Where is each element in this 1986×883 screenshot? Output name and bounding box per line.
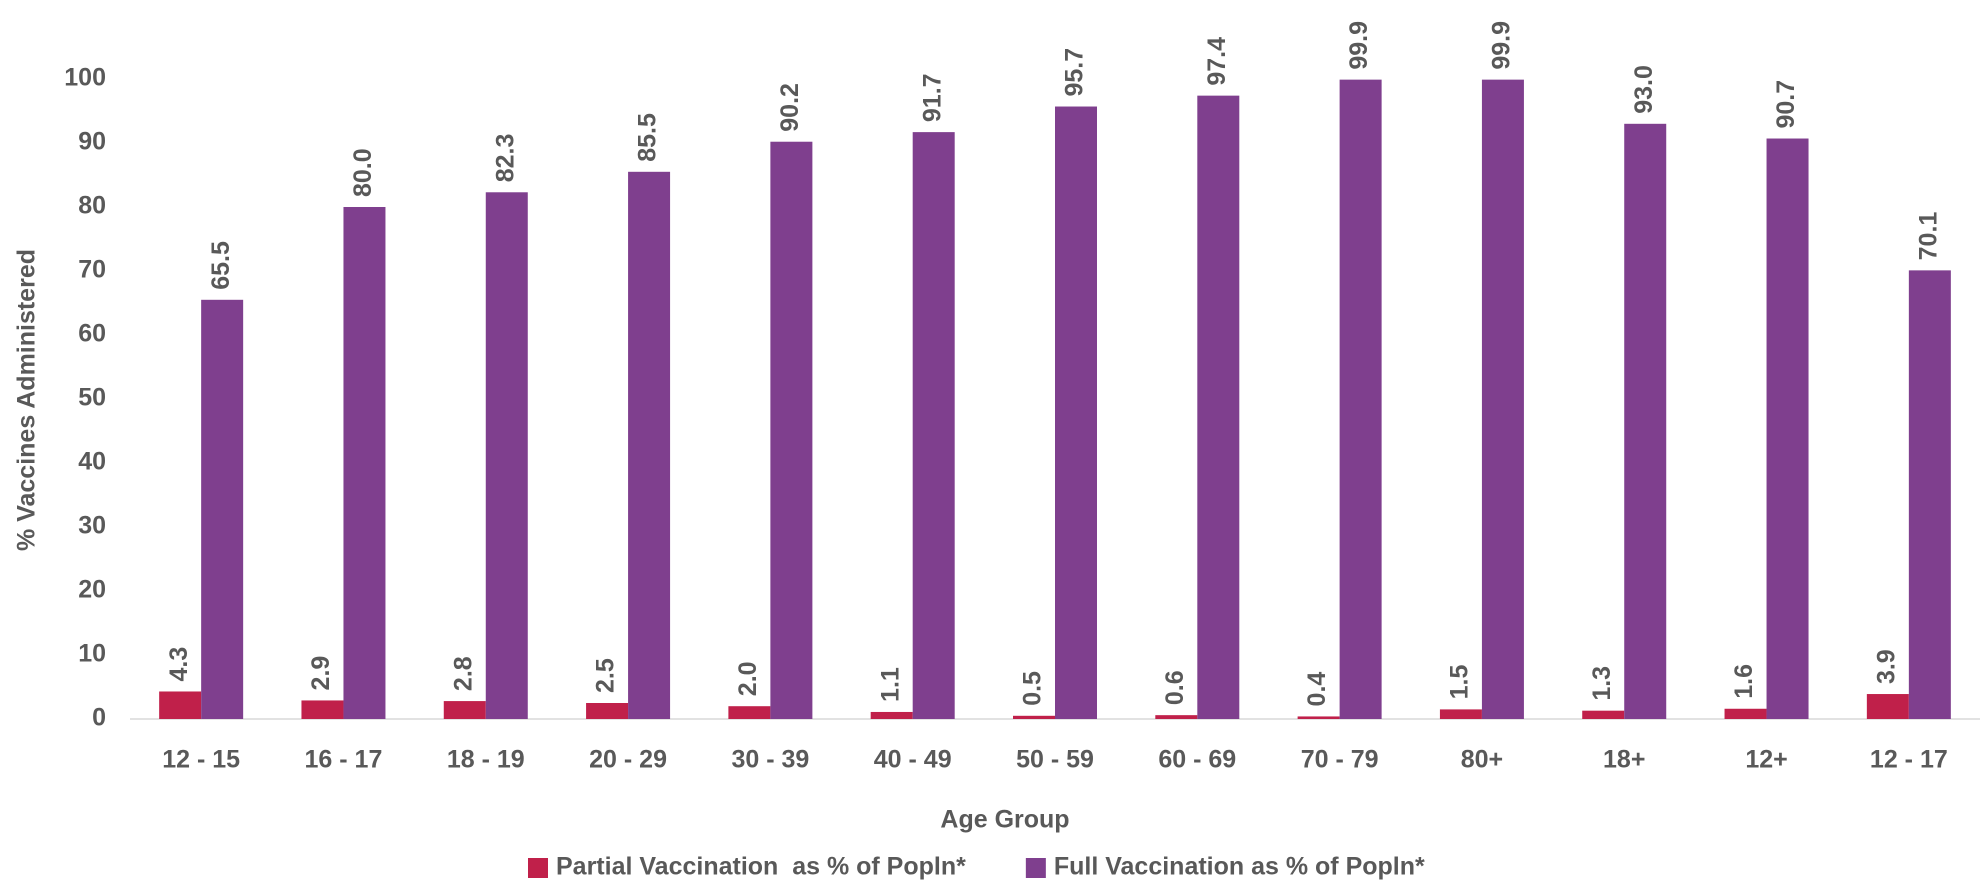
bar [1055, 106, 1097, 719]
legend-swatch [528, 858, 548, 878]
x-tick-label: 16 - 17 [305, 746, 383, 774]
legend-swatch [1025, 858, 1046, 878]
bar [870, 711, 913, 719]
data-label: 2.5 [592, 658, 620, 693]
data-label: 3.9 [1872, 649, 1900, 684]
x-tick-label: 70 - 79 [1301, 746, 1379, 774]
bar [1766, 138, 1809, 719]
data-label: 2.0 [734, 661, 762, 696]
x-tick-label: 12 - 15 [162, 746, 240, 774]
y-tick-label: 0 [92, 704, 106, 732]
data-label: 82.3 [491, 134, 519, 183]
data-label: 91.7 [918, 73, 946, 122]
bar [1624, 123, 1667, 720]
data-label: 0.4 [1303, 672, 1331, 707]
data-label: 1.5 [1446, 665, 1474, 700]
y-tick-label: 90 [78, 128, 106, 156]
data-label: 90.7 [1772, 80, 1800, 129]
data-label: 97.4 [1203, 37, 1231, 86]
x-tick-label: 20 - 29 [589, 746, 667, 774]
bar [1439, 709, 1482, 719]
data-label: 85.5 [634, 113, 662, 162]
y-tick-label: 100 [64, 64, 106, 92]
x-tick-label: 12+ [1745, 746, 1787, 774]
bar [301, 700, 344, 719]
legend-label: Partial Vaccination as % of Popln* [556, 853, 966, 881]
bar [1582, 710, 1625, 719]
data-label: 1.1 [876, 667, 904, 702]
bar [1197, 95, 1240, 719]
bar [201, 299, 244, 719]
bar [770, 141, 813, 720]
bar [912, 132, 955, 719]
x-tick-label: 40 - 49 [874, 746, 952, 774]
bar [628, 171, 671, 720]
y-tick-label: 80 [78, 192, 106, 220]
data-label: 2.8 [449, 656, 477, 691]
legend-label: Full Vaccination as % of Popln* [1054, 853, 1425, 881]
y-tick-label: 20 [78, 576, 106, 604]
data-label: 70.1 [1914, 212, 1942, 261]
x-tick-label: 30 - 39 [731, 746, 809, 774]
bar [1908, 270, 1951, 719]
bar [443, 701, 486, 719]
data-label: 93.0 [1630, 65, 1658, 114]
bar [1866, 694, 1909, 719]
y-axis-title: % Vaccines Administered [13, 249, 41, 551]
x-tick-label: 50 - 59 [1016, 746, 1094, 774]
data-label: 95.7 [1061, 48, 1089, 97]
data-label: 90.2 [776, 83, 804, 132]
bar [1155, 715, 1198, 719]
data-label: 1.6 [1730, 664, 1758, 699]
bar [343, 207, 386, 719]
y-tick-label: 40 [78, 448, 106, 476]
y-tick-label: 60 [78, 320, 106, 348]
y-tick-label: 70 [78, 256, 106, 284]
x-tick-label: 12 - 17 [1870, 746, 1948, 774]
bar [485, 192, 528, 719]
x-tick-label: 80+ [1461, 746, 1503, 774]
bar [1339, 79, 1382, 719]
bar [586, 703, 629, 719]
x-tick-label: 60 - 69 [1158, 746, 1236, 774]
data-label: 65.5 [207, 241, 235, 290]
bar [1724, 708, 1767, 719]
bar [1481, 79, 1524, 719]
data-label: 0.6 [1161, 670, 1189, 705]
data-label: 4.3 [165, 647, 193, 682]
data-label: 2.9 [307, 656, 335, 691]
bar [159, 691, 202, 719]
data-label: 99.9 [1345, 21, 1373, 70]
data-label: 0.5 [1019, 671, 1047, 706]
data-label: 80.0 [349, 148, 377, 197]
y-tick-label: 30 [78, 512, 106, 540]
bar [1013, 715, 1055, 719]
y-tick-label: 10 [78, 640, 106, 668]
x-tick-label: 18 - 19 [447, 746, 525, 774]
data-label: 99.9 [1488, 21, 1516, 70]
x-tick-label: 18+ [1603, 746, 1645, 774]
data-label: 1.3 [1588, 666, 1616, 701]
bar [1297, 716, 1340, 719]
y-tick-label: 50 [78, 384, 106, 412]
bar [728, 706, 771, 719]
x-axis-title: Age Group [940, 806, 1069, 834]
